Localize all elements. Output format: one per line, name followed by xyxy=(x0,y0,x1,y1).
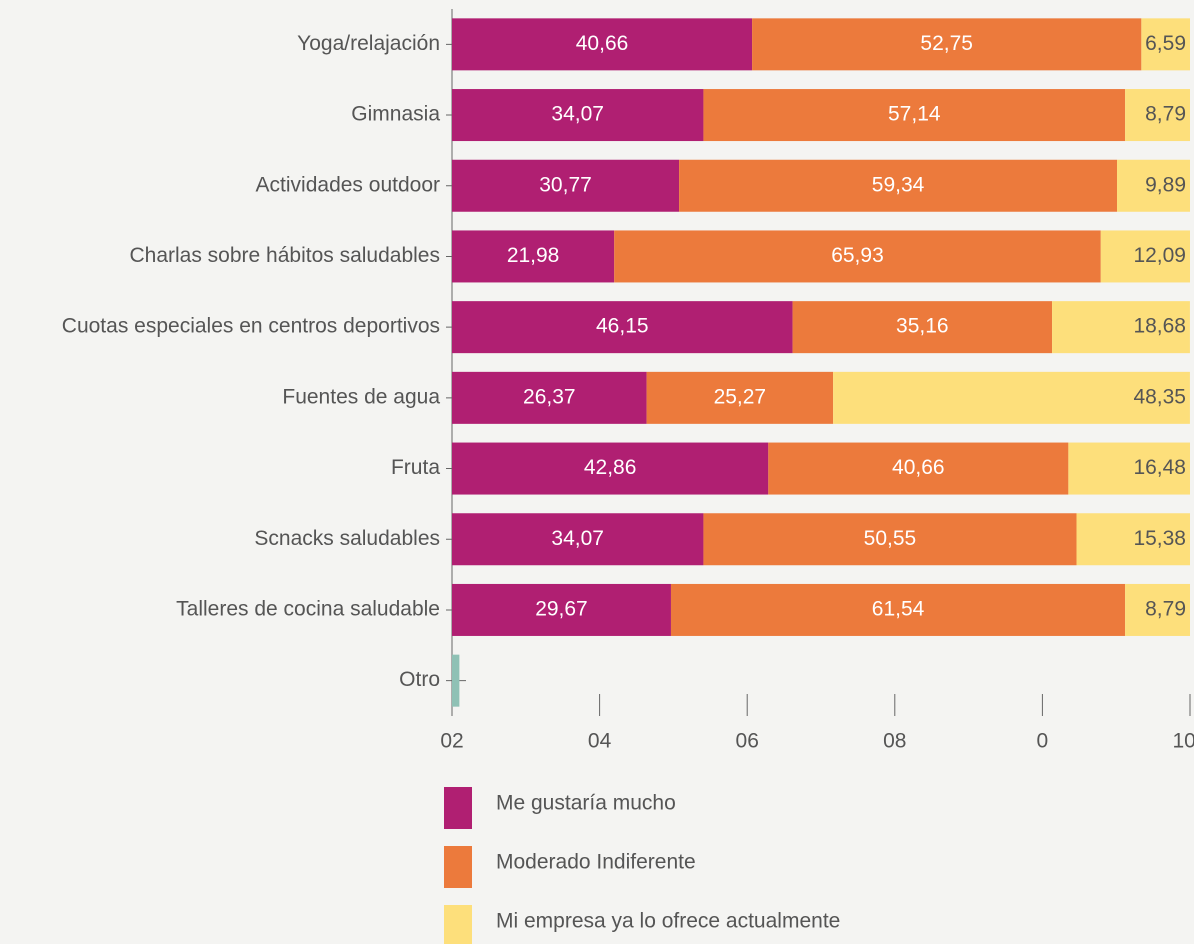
x-tick-label: 08 xyxy=(883,730,906,753)
x-tick-label: 02 xyxy=(440,730,463,753)
bar-segment xyxy=(1125,583,1190,636)
legend-swatch xyxy=(444,787,472,829)
y-tick-label: Fruta xyxy=(391,456,440,479)
bar-segment xyxy=(1052,301,1190,354)
y-tick-label: Charlas sobre hábitos saludables xyxy=(129,244,440,267)
bar-segment xyxy=(452,230,615,283)
data-label: 8,79 xyxy=(1145,103,1186,126)
bar-segment xyxy=(452,18,753,71)
data-label: 65,93 xyxy=(831,244,884,267)
data-label: 35,16 xyxy=(896,315,949,338)
data-label: 6,59 xyxy=(1145,32,1186,55)
y-tick-label: Cuotas especiales en centros deportivos xyxy=(62,315,440,338)
y-tick-label: Otro xyxy=(399,668,440,691)
y-tick-label: Actividades outdoor xyxy=(256,173,440,196)
bar-segment xyxy=(752,18,1142,71)
x-tick-label: 0 xyxy=(1037,730,1049,753)
data-label: 42,86 xyxy=(584,456,637,479)
bar-segment xyxy=(614,230,1101,283)
data-label: 46,15 xyxy=(596,315,649,338)
y-tick-label: Fuentes de agua xyxy=(282,385,440,408)
y-tick-label: Yoga/relajación xyxy=(297,32,440,55)
data-label: 30,77 xyxy=(539,173,592,196)
bar-segment xyxy=(452,654,460,707)
data-label: 15,38 xyxy=(1133,527,1186,550)
data-label: 9,89 xyxy=(1145,173,1186,196)
bar-segment xyxy=(703,89,1126,142)
bar-segment xyxy=(768,442,1069,495)
bar-segment xyxy=(452,159,680,212)
bar-segment xyxy=(670,583,1126,636)
data-label: 16,48 xyxy=(1133,456,1186,479)
bar-segment xyxy=(452,442,769,495)
bar-segment xyxy=(833,371,1190,424)
bar-segment xyxy=(1068,442,1190,495)
legend-swatch xyxy=(444,846,472,888)
y-tick-label: Scnacks saludables xyxy=(254,527,440,550)
y-tick-label: Gimnasia xyxy=(351,103,440,126)
data-label: 48,35 xyxy=(1133,385,1186,408)
data-label: 40,66 xyxy=(576,32,629,55)
bar-segment xyxy=(1117,159,1190,212)
bar-segment xyxy=(1141,18,1190,71)
data-label: 57,14 xyxy=(888,103,941,126)
data-label: 8,79 xyxy=(1145,597,1186,620)
bar-segment xyxy=(1100,230,1190,283)
bar-segment xyxy=(452,513,704,566)
legend-swatch xyxy=(444,905,472,944)
x-tick-label: 04 xyxy=(588,730,612,753)
data-label: 12,09 xyxy=(1133,244,1186,267)
bar-segment xyxy=(452,301,793,354)
legend-label: Mi empresa ya lo ofrece actualmente xyxy=(496,910,840,933)
data-label: 26,37 xyxy=(523,385,576,408)
y-tick-label: Talleres de cocina saludable xyxy=(176,597,440,620)
legend-label: Moderado Indiferente xyxy=(496,851,696,874)
data-label: 40,66 xyxy=(892,456,945,479)
legend-label: Me gustaría mucho xyxy=(496,792,676,815)
x-tick-label: 06 xyxy=(736,730,759,753)
data-label: 25,27 xyxy=(714,385,767,408)
bar-segment xyxy=(679,159,1118,212)
bar-segment xyxy=(792,301,1053,354)
data-label: 50,55 xyxy=(864,527,917,550)
bar-segment xyxy=(452,89,704,142)
data-label: 52,75 xyxy=(920,32,973,55)
data-label: 21,98 xyxy=(507,244,560,267)
x-tick-label: 100 xyxy=(1172,730,1194,753)
data-label: 29,67 xyxy=(535,597,588,620)
bar-segment xyxy=(452,371,647,424)
bar-segment xyxy=(703,513,1077,566)
data-label: 34,07 xyxy=(551,527,604,550)
bar-segment xyxy=(1076,513,1190,566)
data-label: 34,07 xyxy=(551,103,604,126)
bar-segment xyxy=(646,371,834,424)
data-label: 61,54 xyxy=(872,597,925,620)
data-label: 59,34 xyxy=(872,173,925,196)
bar-segment xyxy=(452,583,671,636)
bar-segment xyxy=(1125,89,1190,142)
data-label: 18,68 xyxy=(1133,315,1186,338)
